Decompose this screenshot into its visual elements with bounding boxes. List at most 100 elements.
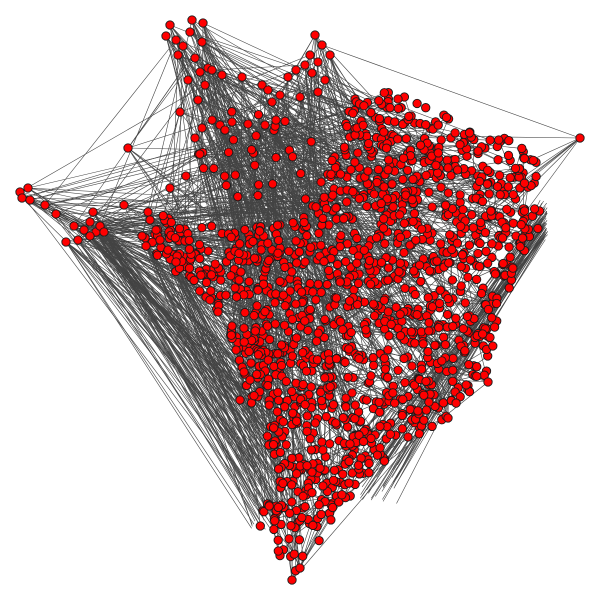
graph-node: [193, 95, 203, 105]
graph-node: [456, 261, 466, 272]
graph-node: [240, 224, 250, 235]
graph-node: [379, 88, 389, 98]
graph-node: [285, 508, 295, 518]
graph-node: [190, 53, 200, 63]
graph-node: [25, 195, 35, 205]
graph-node: [464, 359, 474, 370]
graph-edge: [92, 211, 267, 444]
graph-edge: [103, 231, 271, 516]
graph-edge: [345, 458, 385, 498]
graph-node: [288, 408, 298, 418]
graph-node: [283, 72, 293, 82]
graph-node: [434, 322, 444, 333]
graph-node: [419, 390, 429, 400]
graph-node: [287, 497, 297, 507]
graph-node: [287, 386, 297, 397]
graph-node: [452, 165, 463, 175]
graph-node: [399, 247, 409, 258]
graph-node: [450, 128, 460, 138]
graph-node: [249, 253, 260, 263]
graph-node: [376, 257, 387, 268]
graph-node: [137, 231, 147, 241]
graph-node: [361, 325, 371, 335]
graph-edge: [184, 175, 187, 230]
graph-node: [85, 217, 95, 227]
graph-node: [325, 50, 335, 60]
graph-node: [207, 115, 217, 125]
graph-edge: [201, 41, 437, 346]
graph-node: [310, 30, 320, 40]
graph-node: [313, 279, 323, 289]
graph-node: [399, 353, 409, 364]
graph-node: [273, 387, 283, 397]
graph-node: [195, 286, 205, 296]
graph-node: [354, 430, 364, 440]
graph-node: [336, 230, 346, 241]
graph-edge: [167, 249, 280, 492]
graph-node: [300, 502, 310, 512]
graph-node: [338, 413, 348, 423]
graph-node: [278, 290, 289, 300]
graph-node: [411, 235, 421, 245]
graph-node: [448, 365, 458, 375]
graph-node: [337, 490, 347, 500]
graph-node: [362, 201, 372, 212]
graph-node: [424, 397, 434, 407]
graph-node: [165, 20, 175, 30]
graph-node: [359, 245, 369, 255]
graph-node: [267, 97, 277, 107]
graph-node: [278, 417, 288, 427]
graph-node: [305, 242, 316, 252]
graph-node: [249, 310, 259, 321]
graph-edge: [103, 231, 255, 507]
graph-node: [424, 187, 434, 197]
graph-node: [174, 223, 185, 234]
graph-node: [231, 292, 242, 302]
graph-node: [363, 166, 373, 176]
graph-node: [250, 326, 260, 336]
graph-node: [434, 298, 445, 309]
graph-node: [213, 307, 223, 317]
graph-node: [382, 194, 392, 204]
graph-node: [246, 358, 256, 368]
graph-node: [339, 142, 350, 152]
graph-node: [171, 257, 181, 267]
graph-node: [338, 324, 348, 335]
graph-node: [316, 509, 326, 520]
graph-node: [436, 135, 446, 145]
graph-node: [264, 501, 274, 511]
graph-node: [263, 85, 273, 95]
graph-node: [253, 109, 264, 120]
graph-node: [385, 103, 395, 113]
graph-node: [311, 336, 322, 346]
graph-node: [287, 267, 297, 277]
graph-edge: [231, 111, 259, 185]
graph-node: [430, 340, 440, 350]
graph-edge: [83, 229, 279, 424]
graph-node: [318, 213, 328, 224]
graph-node: [432, 168, 443, 178]
graph-edge: [141, 235, 288, 464]
graph-node: [302, 230, 312, 241]
graph-node: [303, 325, 313, 336]
graph-edge: [19, 84, 206, 193]
graph-node: [158, 210, 168, 221]
graph-node: [350, 157, 360, 167]
graph-node: [316, 177, 326, 187]
graph-node: [477, 196, 488, 207]
graph-node: [386, 319, 396, 330]
graph-node: [307, 467, 317, 477]
graph-node: [226, 330, 236, 340]
graph-edge: [145, 245, 279, 518]
graph-node: [385, 429, 396, 439]
graph-edge: [233, 139, 259, 185]
graph-edge: [77, 239, 260, 467]
graph-node: [273, 349, 283, 359]
graph-edge: [103, 231, 282, 528]
graph-node: [210, 259, 220, 269]
graph-node: [409, 266, 419, 276]
graph-node: [376, 198, 386, 209]
graph-node: [445, 230, 455, 240]
graph-node: [381, 143, 392, 153]
graph-node: [400, 283, 410, 293]
